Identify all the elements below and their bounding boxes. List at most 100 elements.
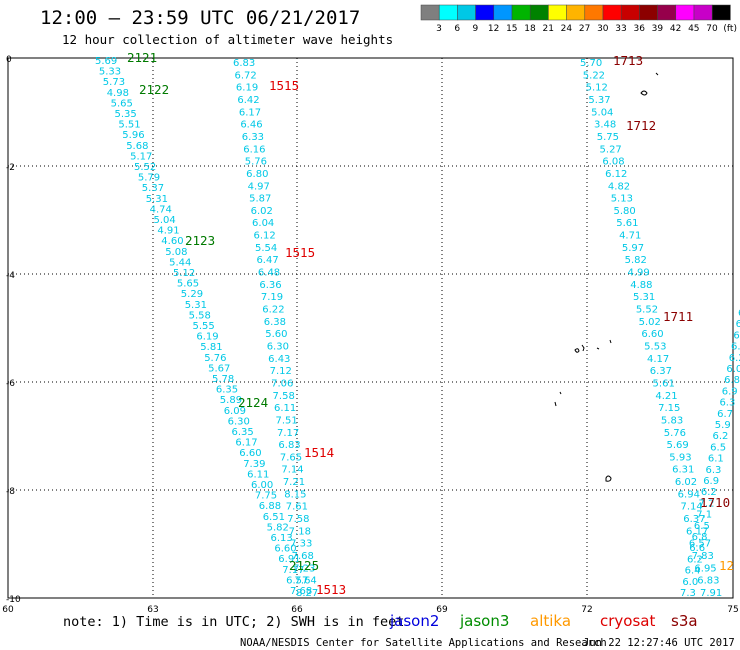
wave-height-value: 7.33 (290, 539, 312, 550)
wave-height-value: 4.82 (608, 181, 630, 192)
latitude-tick: 0 (6, 55, 12, 65)
wave-height-value: 6.1 (708, 454, 724, 465)
wave-height-value: 5.55 (193, 321, 215, 332)
wave-height-value: 6.38 (264, 317, 286, 328)
wave-height-value: 5.89 (220, 395, 242, 406)
wave-height-value: 5.76 (204, 353, 226, 364)
map-subtitle: 12 hour collection of altimeter wave hei… (62, 32, 393, 47)
wave-height-value: 5.54 (255, 243, 277, 254)
scale-swatch (693, 4, 713, 21)
wave-height-value: 6.5 (710, 442, 726, 453)
wave-height-value: 4.74 (150, 204, 172, 215)
wave-height-value: 7.23 (293, 563, 315, 574)
scale-label: 45 (688, 24, 699, 34)
pass-number-label: 2122 (139, 82, 169, 97)
wave-height-value: 5.04 (154, 215, 176, 226)
wave-height-value: 6.83 (233, 58, 255, 69)
scale-swatch (511, 4, 531, 21)
wave-height-value: 5.97 (622, 243, 644, 254)
wave-height-value: 6.5 (738, 308, 740, 319)
wave-height-value: 5.31 (146, 194, 168, 205)
wave-height-value: 6.0 (726, 364, 740, 375)
wave-height-value: 5.60 (265, 329, 287, 340)
wave-height-value: 4.17 (647, 354, 669, 365)
pass-number-label: 2124 (238, 395, 268, 410)
wave-height-value: 4.21 (655, 391, 677, 402)
wave-height-value: 6.83 (278, 440, 300, 451)
wave-height-value: 5.76 (664, 428, 686, 439)
wave-height-value: 5.65 (177, 279, 199, 290)
wave-height-value: 6.09 (224, 406, 246, 417)
wave-height-value: 6.7 (717, 409, 733, 420)
wave-height-value: 7.68 (292, 551, 314, 562)
wave-height-value: 7.65 (280, 452, 302, 463)
pass-number-label: 1710 (700, 495, 730, 510)
wave-height-value: 6.5 (694, 521, 710, 532)
wave-height-value: 6.12 (605, 169, 627, 180)
wave-height-value: 7.58 (273, 391, 295, 402)
wave-height-value: 6.60 (239, 448, 261, 459)
scale-swatch (620, 4, 640, 21)
wave-height-value: 6.83 (697, 576, 719, 587)
wave-height-value: 5.17 (130, 151, 152, 162)
wave-height-value: 5.70 (580, 58, 602, 69)
wave-height-value: 5.37 (588, 95, 610, 106)
wave-height-value: 6.91 (278, 554, 300, 565)
latitude-tick: -8 (6, 487, 15, 497)
wave-height-value: 5.12 (586, 83, 608, 94)
wave-height-value: 7.83 (692, 551, 714, 562)
wave-height-value: 7.75 (255, 491, 277, 502)
wave-height-value: 6.16 (243, 144, 265, 155)
scale-swatch (493, 4, 513, 21)
wave-height-value: 7.06 (271, 378, 293, 389)
wave-height-value: 4.98 (107, 88, 129, 99)
wave-height-value: 6.0 (682, 577, 698, 588)
wave-height-value: 5.81 (200, 342, 222, 353)
wave-height-value: 5.65 (111, 98, 133, 109)
wave-height-value: 6.36 (259, 280, 281, 291)
wave-height-value: 6.8 (736, 319, 740, 330)
wave-height-value: 7.1 (696, 510, 712, 521)
wave-height-value: 6.8 (692, 532, 708, 543)
wave-height-value: 6.2 (701, 487, 717, 498)
scale-label: 21 (542, 24, 553, 34)
scale-swatch (529, 4, 549, 21)
pass-number-label: 12 (719, 558, 734, 573)
wave-height-value: 6.94 (678, 489, 700, 500)
pass-labels: 2121 2122 1515 1515 2123 2124 1514 2125 1513 1713… (127, 50, 734, 597)
scale-label: 36 (633, 24, 645, 34)
island-coastline (554, 72, 659, 482)
wave-height-value: 5.68 (126, 141, 148, 152)
scale-swatch (602, 4, 622, 21)
map-title: 12:00 – 23:59 UTC 06/21/2017 (40, 7, 360, 29)
wave-height-value: 5.87 (249, 194, 271, 205)
wave-height-value: 6.17 (239, 107, 261, 118)
wave-height-value: 6.00 (251, 480, 273, 491)
wave-height-value: 5.61 (653, 378, 675, 389)
wave-height-value: 5.96 (122, 130, 144, 141)
wave-height-value: 5.52 (134, 162, 156, 173)
wave-height-value: 6.57 (286, 575, 308, 586)
wave-height-value: 5.69 (95, 56, 117, 67)
wave-height-value: 5.69 (667, 440, 689, 451)
wave-height-value: 5.9 (715, 420, 731, 431)
scale-swatch (639, 4, 658, 21)
scale-label: 12 (488, 24, 499, 34)
wave-height-value: 4.99 (627, 268, 649, 279)
wave-height-value: 6.47 (256, 255, 278, 266)
scale-label: 33 (615, 24, 626, 34)
wave-height-value: 6.2 (712, 431, 728, 442)
scale-swatch (420, 4, 440, 21)
plot-frame (7, 57, 734, 599)
wave-height-value: 6.02 (675, 477, 697, 488)
wave-height-value: 7.17 (282, 565, 304, 576)
scale-label: 24 (561, 24, 573, 34)
wave-height-value: 6.17 (686, 526, 708, 537)
wave-height-value: 6.17 (235, 438, 257, 449)
scale-label: 30 (597, 24, 609, 34)
wave-height-value: 7.39 (243, 459, 265, 470)
wave-height-value: 5.22 (583, 70, 605, 81)
wave-height-value: 8.27 (296, 588, 318, 599)
pass-number-label: 1515 (269, 78, 299, 93)
wave-height-value: 6.46 (240, 120, 262, 131)
